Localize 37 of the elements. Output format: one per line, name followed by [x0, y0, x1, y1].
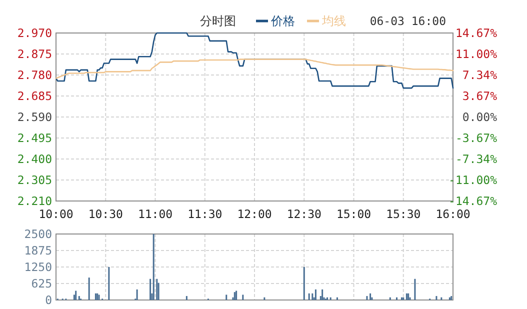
y-tick-label: 2.970 [17, 26, 52, 40]
y-tick-label: 2.305 [17, 173, 52, 187]
y2-tick-label: 7.34% [462, 68, 498, 82]
text: 06-03 16:00 [370, 14, 446, 28]
line-series [55, 58, 454, 79]
y2-tick-label: 3.67% [462, 88, 498, 103]
y2-tick-label: -7.34% [455, 152, 498, 166]
x-tick-label: 15:00 [336, 207, 372, 221]
x-tick-label: 11:30 [188, 207, 222, 221]
legend-label: 均线 [321, 14, 346, 28]
x-tick-label: 16:00 [436, 207, 470, 221]
y-tick-label: 2.400 [17, 152, 52, 166]
x-tick-label: 12:30 [286, 207, 322, 221]
x-tick-label: 11:00 [138, 207, 173, 221]
y-tick-label: 1875 [24, 244, 52, 258]
y-tick-label: 2.210 [17, 194, 52, 208]
y2-tick-label: 11.00% [455, 47, 498, 62]
y-tick-label: 625 [31, 276, 52, 290]
x-tick-label: 10:00 [38, 207, 74, 221]
chart-title: 分时图 [200, 14, 236, 28]
x-tick-label: 12:00 [237, 207, 272, 221]
y-tick-label: 2.875 [17, 47, 52, 61]
x-tick-label: 15:30 [386, 207, 421, 221]
y-tick-label: 0 [45, 293, 52, 307]
y-tick-label: 2.685 [17, 89, 52, 103]
y-tick-label: 2.495 [17, 131, 52, 145]
y2-tick-label: -14.67% [448, 194, 498, 208]
legend-label: 价格 [270, 14, 295, 28]
y2-tick-label: -3.67% [455, 131, 498, 146]
y-tick-label: 1250 [24, 260, 52, 274]
y-tick-label: 2.780 [17, 68, 52, 82]
x-tick-label: 10:30 [88, 207, 124, 221]
y2-tick-label: -11.00% [448, 172, 498, 187]
y2-tick-label: 0.00% [462, 110, 498, 124]
y-tick-label: 2.590 [17, 110, 52, 124]
y-tick-label: 2500 [24, 227, 52, 241]
y2-tick-label: 14.67% [455, 26, 498, 40]
